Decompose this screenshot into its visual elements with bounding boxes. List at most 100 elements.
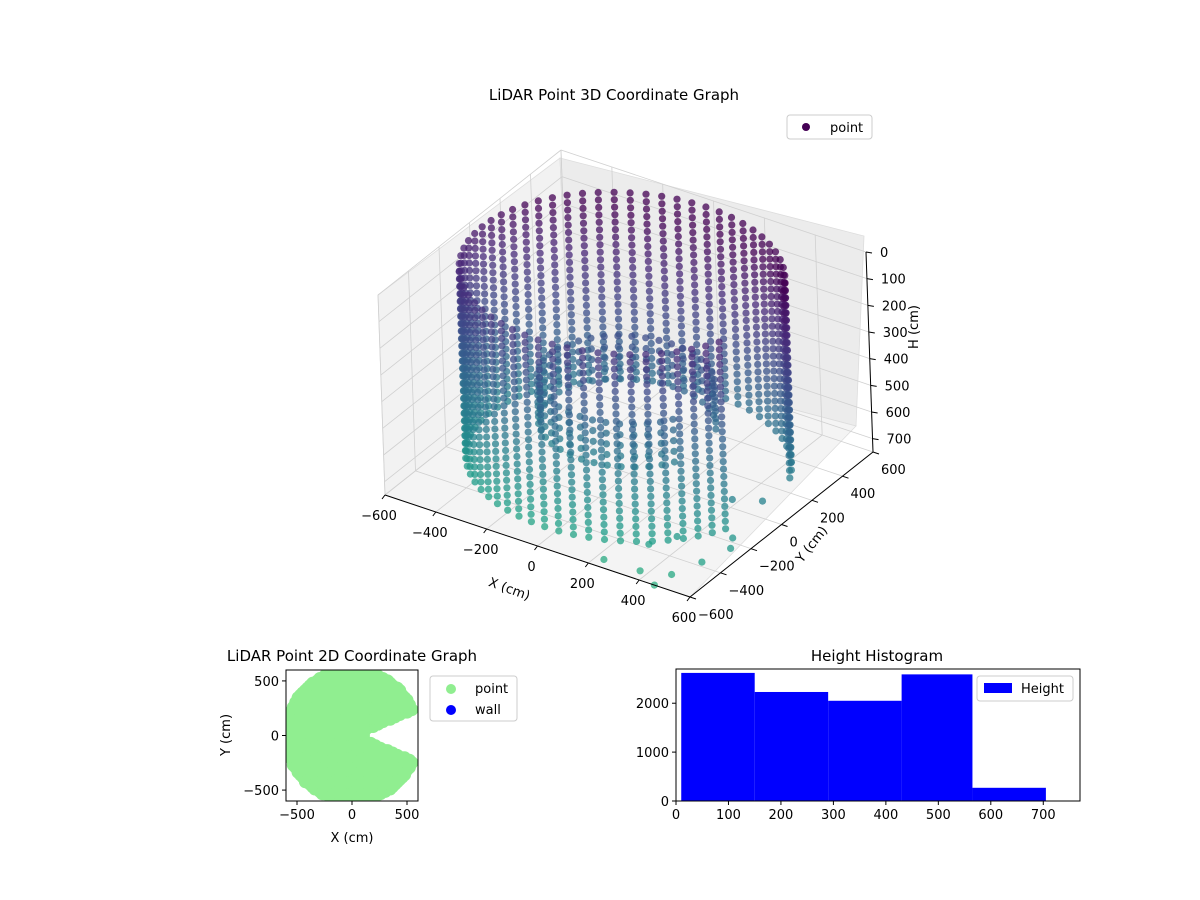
lidar-point-3d <box>522 361 530 369</box>
lidar-point-3d <box>781 279 789 287</box>
lidar-point-3d <box>524 436 533 444</box>
z-axis-label-3d: H (cm) <box>907 305 922 349</box>
lidar-point-3d <box>523 268 531 276</box>
lidar-point-3d <box>568 318 576 326</box>
lidar-point-3d <box>676 452 685 460</box>
lidar-point-3d <box>510 385 519 393</box>
lidar-point-3d <box>587 345 595 353</box>
lidar-point-3d <box>703 233 711 241</box>
lidar-point-3d <box>473 381 482 389</box>
lidar-point-3d <box>509 220 517 228</box>
lidar-point-3d <box>678 337 686 345</box>
lidar-point-3d <box>744 361 752 369</box>
lidar-point-3d <box>642 358 650 366</box>
lidar-point-3d <box>599 315 607 323</box>
lidar-point-3d <box>468 381 476 389</box>
lidar-point-3d <box>781 325 789 333</box>
lidar-point-3d <box>631 485 639 493</box>
lidar-point-3d <box>691 288 699 296</box>
lidar-point-3d <box>675 400 683 408</box>
lidar-point-3d <box>740 257 748 265</box>
lidar-point-3d <box>554 350 562 359</box>
lidar-point-3d <box>661 439 669 447</box>
lidar-point-3d <box>645 455 654 463</box>
lidar-point-3d <box>549 209 557 217</box>
lidar-point-3d <box>729 258 737 266</box>
lidar-point-3d <box>644 257 652 265</box>
lidar-point-3d <box>497 319 505 328</box>
y-tick-3d <box>811 499 819 503</box>
lidar-point-3d <box>475 418 483 426</box>
lidar-point-3d <box>487 328 496 336</box>
lidar-point-3d <box>632 515 640 523</box>
lidar-point-3d <box>676 277 684 285</box>
lidar-point-3d <box>588 356 596 364</box>
lidar-point-3d <box>551 415 559 423</box>
lidar-point-3d <box>704 394 712 402</box>
lidar-point-3d <box>702 210 710 219</box>
lidar-point-3d <box>509 333 517 341</box>
lidar-point-3d <box>567 448 575 456</box>
lidar-point-3d <box>476 463 484 471</box>
lidar-point-3d <box>569 508 577 516</box>
lidar-point-3d <box>785 444 793 452</box>
lidar-point-3d <box>677 322 686 330</box>
lidar-point-3d <box>551 430 560 438</box>
lidar-point-3d <box>499 248 507 256</box>
x-tick-label-histogram: 600 <box>978 808 1003 823</box>
lidar-point-3d <box>677 300 685 308</box>
lidar-point-3d <box>733 385 742 393</box>
lidar-point-3d <box>538 316 547 324</box>
lidar-point-3d <box>694 517 702 525</box>
lidar-point-3d <box>631 323 639 331</box>
x-tick-label-3d: 600 <box>672 611 697 626</box>
lidar-point-3d <box>537 411 545 419</box>
lidar-point-3d <box>598 293 606 301</box>
lidar-point-3d <box>484 485 492 493</box>
lidar-point-3d <box>510 363 518 371</box>
lidar-point-3d <box>755 390 763 398</box>
lidar-point-3d <box>689 383 697 391</box>
lidar-point-3d <box>679 344 687 352</box>
z-tick-label-3d: 500 <box>885 379 910 394</box>
lidar-point-3d <box>662 304 670 312</box>
lidar-point-3d <box>763 390 772 398</box>
lidar-point-3d <box>489 284 498 292</box>
lidar-point-3d <box>509 213 517 221</box>
lidar-point-3d <box>565 243 573 252</box>
lidar-point-3d <box>580 399 588 407</box>
lidar-point-3d <box>706 322 714 331</box>
lidar-point-3d <box>720 495 729 503</box>
lidar-point-3d <box>469 426 477 434</box>
lidar-point-3d <box>708 514 716 522</box>
lidar-point-3d <box>599 338 608 346</box>
lidar-point-3d <box>626 189 634 197</box>
lidar-point-3d <box>565 411 574 419</box>
lidar-point-3d <box>690 420 698 428</box>
lidar-point-3d <box>769 345 777 353</box>
lidar-point-3d <box>501 439 509 447</box>
lidar-point-3d <box>488 231 496 239</box>
lidar-point-3d <box>554 497 562 505</box>
lidar-point-3d <box>534 336 542 344</box>
lidar-point-3d <box>476 456 484 464</box>
lidar-point-3d <box>658 200 666 208</box>
x-tick-label-histogram: 700 <box>1031 808 1056 823</box>
lidar-point-3d <box>499 255 507 264</box>
lidar-point-3d <box>659 237 667 245</box>
lidar-point-3d <box>537 426 545 434</box>
lidar-point-3d <box>629 278 637 287</box>
lidar-point-3d <box>751 286 759 294</box>
lidar-point-3d <box>566 273 574 281</box>
lidar-point-3d <box>499 372 507 380</box>
lidar-point-3d <box>460 244 468 252</box>
lidar-point-3d <box>537 286 546 295</box>
lidar-point-3d <box>689 375 697 383</box>
lidar-point-3d <box>597 431 605 439</box>
lidar-point-3d <box>648 530 656 538</box>
lidar-point-3d <box>597 271 605 279</box>
lidar-point-3d <box>630 478 639 486</box>
z-tick-3d <box>870 384 877 387</box>
lidar-point-3d <box>580 384 588 392</box>
lidar-point-3d <box>626 366 635 374</box>
